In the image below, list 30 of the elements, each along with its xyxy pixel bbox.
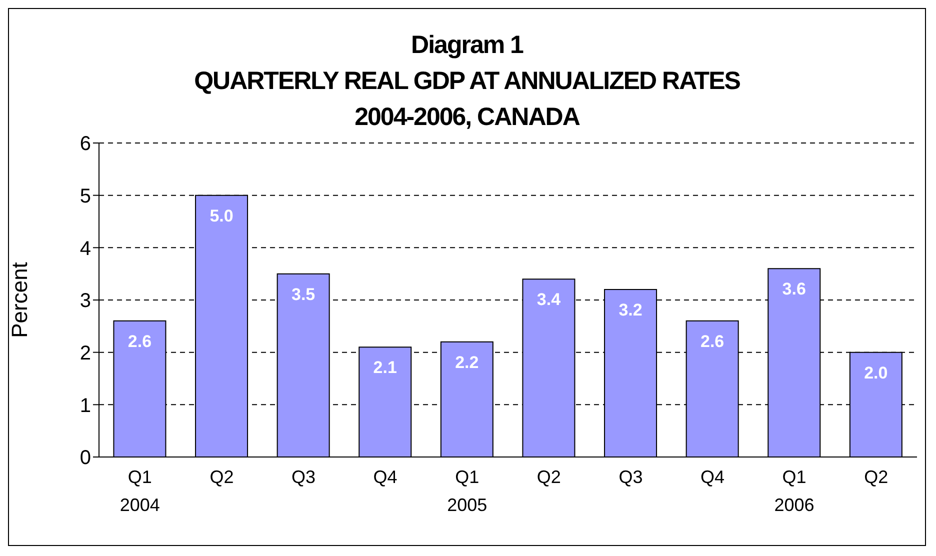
- y-tick-label: 4: [80, 238, 91, 260]
- data-label: 3.5: [292, 284, 316, 304]
- y-tick-label: 2: [80, 342, 91, 364]
- data-label: 2.0: [864, 363, 888, 382]
- data-label: 2.1: [373, 358, 397, 378]
- x-tick-label: Q4: [373, 467, 398, 487]
- y-tick-label: 0: [80, 447, 91, 470]
- data-label: 5.0: [210, 206, 234, 226]
- y-tick-label: 1: [80, 394, 91, 417]
- x-tick-label: Q3: [618, 467, 643, 487]
- data-label: 3.2: [618, 300, 642, 320]
- x-tick-label: Q1 2005: [447, 467, 488, 515]
- x-tick-label: Q2: [536, 467, 561, 487]
- x-tick-label: Q3: [291, 467, 316, 487]
- x-tick-label: Q1 2004: [120, 467, 160, 515]
- x-tick-label: Q1 2006: [774, 467, 814, 515]
- x-tick-label: Q4: [700, 467, 725, 487]
- y-tick-label: 6: [80, 133, 91, 156]
- x-tick-label: Q2: [864, 467, 888, 487]
- data-label: 2.6: [700, 332, 724, 351]
- data-label: 2.2: [455, 352, 479, 372]
- y-axis-title: Percent: [6, 262, 32, 338]
- data-label: 2.6: [128, 332, 152, 351]
- chart-title: Diagram 1: [410, 30, 524, 61]
- chart-subtitle: QUARTERLY REAL GDP AT ANNUALIZED RATES 2004-2006, CANADA: [193, 66, 741, 133]
- data-label: 3.4: [536, 290, 562, 310]
- x-tick-label: Q2: [210, 467, 234, 487]
- y-tick-label: 5: [80, 185, 91, 208]
- y-tick-label: 3: [80, 290, 91, 312]
- data-label: 3.6: [782, 280, 806, 299]
